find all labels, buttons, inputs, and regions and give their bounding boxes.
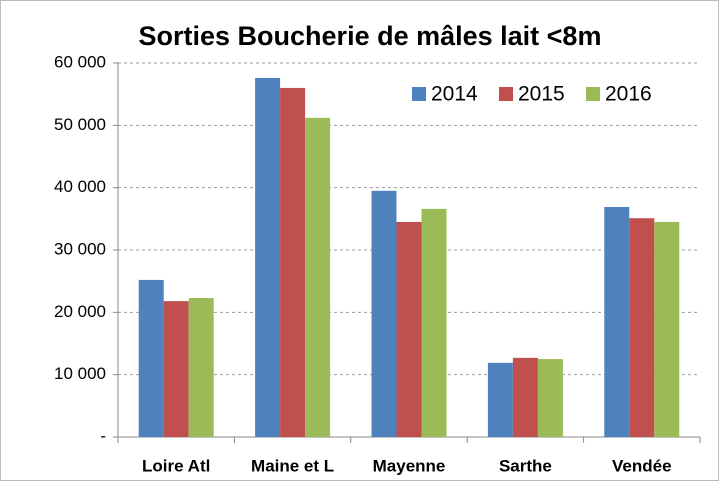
bar — [487, 362, 513, 437]
legend-label: 2016 — [605, 83, 652, 106]
x-tick-label: Loire Atl — [142, 456, 210, 475]
bar — [396, 221, 422, 437]
bar — [163, 301, 189, 437]
y-tick-label: 10 000 — [54, 364, 106, 383]
x-tick-label: Maine et L — [251, 456, 334, 475]
legend-swatch — [412, 87, 426, 101]
bar — [188, 297, 214, 437]
legend-label: 2014 — [431, 83, 478, 106]
bar — [280, 87, 306, 437]
y-tick-label: 60 000 — [54, 52, 106, 71]
legend-label: 2015 — [518, 83, 565, 106]
bar — [255, 77, 281, 438]
legend-swatch — [499, 87, 513, 101]
x-tick-label: Mayenne — [373, 456, 446, 475]
bar — [421, 208, 447, 437]
bar — [629, 218, 655, 437]
y-tick-label: - — [100, 426, 106, 445]
y-tick-label: 50 000 — [54, 115, 106, 134]
bar — [512, 357, 538, 437]
bar — [604, 206, 630, 437]
bar — [654, 221, 680, 437]
y-tick-label: 20 000 — [54, 302, 106, 321]
bar — [305, 117, 331, 437]
legend-swatch — [586, 87, 600, 101]
y-tick-label: 40 000 — [54, 177, 106, 196]
bar — [537, 359, 563, 437]
chart-title: Sorties Boucherie de mâles lait <8m — [139, 21, 602, 51]
x-tick-label: Vendée — [612, 456, 672, 475]
bar — [138, 279, 164, 437]
y-tick-label: 30 000 — [54, 239, 106, 258]
x-tick-label: Sarthe — [499, 456, 552, 475]
bar — [371, 190, 397, 437]
